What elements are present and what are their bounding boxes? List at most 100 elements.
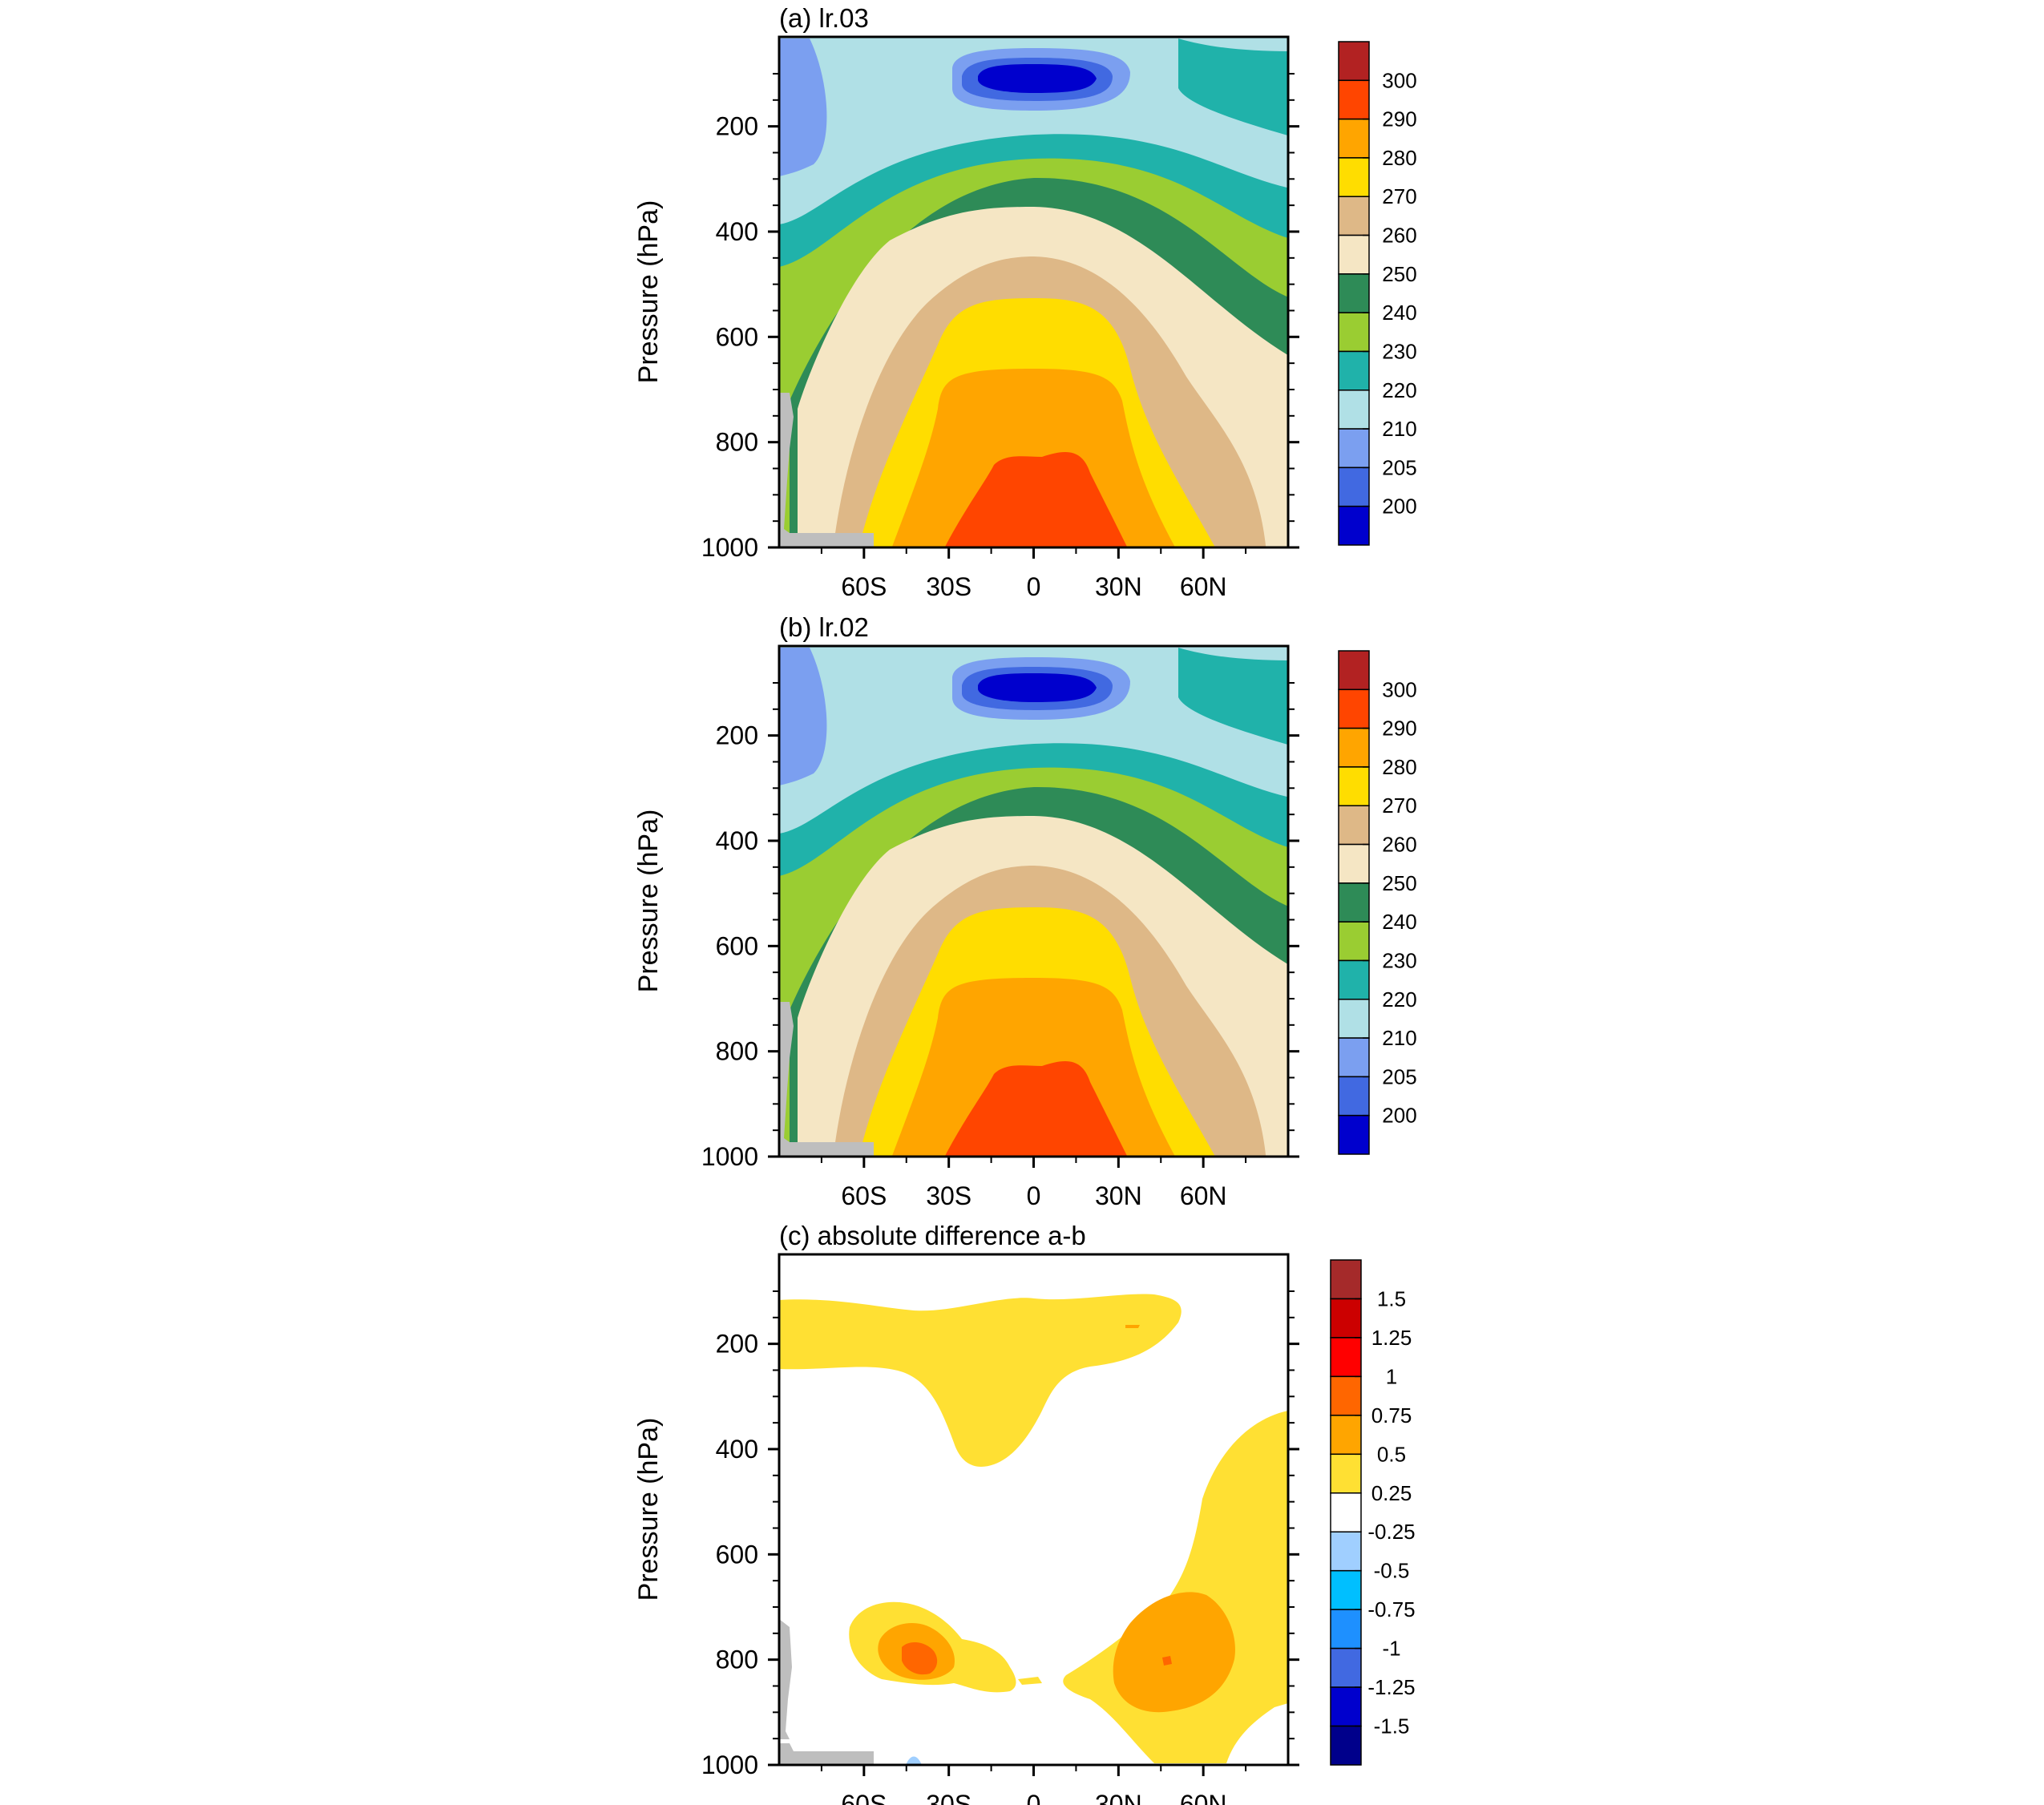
colorbar-a-label: 210 <box>1382 417 1416 441</box>
panel-a: (a) lr.03 Pressure (hPa) <box>633 3 1290 549</box>
y-tick-label: 1000 <box>701 1750 758 1779</box>
y-tick-label: 1000 <box>701 1142 758 1171</box>
colorbar-c-label: -0.75 <box>1367 1597 1415 1621</box>
colorbar-b-label: 290 <box>1382 717 1416 741</box>
colorbar-b-swatch <box>1338 727 1370 768</box>
colorbar-c-swatch <box>1330 1725 1362 1766</box>
y-tick-label: 200 <box>716 1330 758 1359</box>
colorbar-a-label: 250 <box>1382 262 1416 286</box>
diff-upper-band <box>779 1294 1182 1467</box>
x-tick-label: 60S <box>841 1181 887 1210</box>
colorbar-b-label: 200 <box>1382 1104 1416 1128</box>
colorbar-b-swatch <box>1338 921 1370 962</box>
panel-c-ylabel: Pressure (hPa) <box>633 1418 664 1601</box>
y-tick-label: 400 <box>716 217 758 246</box>
panel-a-ylabel: Pressure (hPa) <box>633 200 664 384</box>
colorbar-a-label: 240 <box>1382 301 1416 325</box>
colorbar-a-swatch <box>1338 118 1370 159</box>
colorbar-c-swatch <box>1330 1492 1362 1532</box>
colorbar-a-label: 280 <box>1382 146 1416 170</box>
colorbar-b-swatch <box>1338 1076 1370 1117</box>
colorbar-a-swatch <box>1338 234 1370 275</box>
colorbar-a-swatch <box>1338 390 1370 430</box>
colorbar-a-label: 290 <box>1382 107 1416 131</box>
colorbar-c-swatch <box>1330 1569 1362 1610</box>
y-tick-label: 600 <box>716 322 758 351</box>
colorbar-c-swatch <box>1330 1531 1362 1572</box>
x-tick-label: 30S <box>926 572 972 601</box>
colorbar-c-label: -0.25 <box>1367 1520 1415 1544</box>
colorbar-a-swatch <box>1338 312 1370 353</box>
y-tick-label: 1000 <box>701 533 758 562</box>
y-tick-label: 200 <box>716 721 758 750</box>
colorbar-b-label: 270 <box>1382 793 1416 818</box>
colorbar-a-swatch <box>1338 196 1370 236</box>
x-tick-label: 0 <box>1027 1181 1041 1210</box>
panel-c: (c) absolute difference a-b Pressure (hP… <box>633 1221 1290 1767</box>
colorbar-a-label: 220 <box>1382 378 1416 402</box>
x-tick-label: 30S <box>926 1790 972 1805</box>
colorbar-a-label: 205 <box>1382 455 1416 479</box>
colorbar-a-label: 200 <box>1382 495 1416 519</box>
panel-a-title: (a) lr.03 <box>779 3 869 33</box>
colorbar-c-label: 0.75 <box>1371 1403 1412 1427</box>
colorbar-a-swatch <box>1338 273 1370 313</box>
colorbar-c-label: -0.5 <box>1374 1559 1410 1583</box>
colorbar-b-swatch <box>1338 805 1370 846</box>
colorbar-b-label: 230 <box>1382 948 1416 972</box>
colorbar-c-label: -1.5 <box>1374 1714 1410 1738</box>
panel-b-field <box>779 646 1288 1157</box>
colorbar-c-swatch <box>1330 1298 1362 1339</box>
y-tick-label: 400 <box>716 826 758 855</box>
colorbar-a-swatch <box>1338 505 1370 546</box>
colorbar-b-swatch <box>1338 1114 1370 1155</box>
colorbar-c-swatch <box>1330 1453 1362 1494</box>
colorbar-a-swatch <box>1338 41 1370 82</box>
colorbar-a-label: 230 <box>1382 339 1416 363</box>
colorbar-a-swatch <box>1338 79 1370 120</box>
colorbar-b-label: 250 <box>1382 871 1416 895</box>
colorbar-c-label: -1 <box>1382 1637 1400 1661</box>
colorbar-c-label: -1.25 <box>1367 1675 1415 1699</box>
y-tick-label: 600 <box>716 1540 758 1569</box>
axis-ticks: 200 400 600 800 1000 60S 30S 0 30N 60N 200 400 600 80… <box>701 72 1299 1805</box>
panel-b-title: (b) lr.02 <box>779 612 869 642</box>
x-tick-label: 30S <box>926 1181 972 1210</box>
colorbar-b-swatch <box>1338 688 1370 729</box>
x-tick-label: 60N <box>1180 1790 1227 1805</box>
colorbar-c-label: 0.5 <box>1377 1442 1406 1466</box>
panel-c-contours <box>779 1254 1288 1765</box>
y-tick-label: 400 <box>716 1435 758 1464</box>
colorbar-b-label: 260 <box>1382 833 1416 857</box>
colorbar-c-label: 1.25 <box>1371 1326 1412 1350</box>
colorbar-c-swatch <box>1330 1647 1362 1688</box>
y-tick-label: 800 <box>716 428 758 457</box>
colorbar-a-label: 270 <box>1382 184 1416 208</box>
panel-b-contours <box>779 646 1288 1157</box>
x-tick-label: 0 <box>1027 572 1041 601</box>
colorbar-b-label: 280 <box>1382 755 1416 779</box>
colorbar-b-label: 205 <box>1382 1064 1416 1088</box>
panel-c-title: (c) absolute difference a-b <box>779 1221 1086 1250</box>
y-tick-label: 800 <box>716 1037 758 1066</box>
x-tick-label: 30N <box>1095 1181 1142 1210</box>
colorbar-c-swatch <box>1330 1686 1362 1727</box>
y-tick-label: 600 <box>716 931 758 960</box>
panel-a-contours <box>779 37 1288 547</box>
colorbar-b-swatch <box>1338 882 1370 923</box>
x-tick-label: 30N <box>1095 1790 1142 1805</box>
colorbar-b-swatch <box>1338 1037 1370 1078</box>
colorbar-a-label: 260 <box>1382 224 1416 248</box>
colorbar-b-swatch <box>1338 999 1370 1039</box>
colorbar-a-swatch <box>1338 350 1370 391</box>
y-tick-label: 800 <box>716 1645 758 1674</box>
x-tick-label: 30N <box>1095 572 1142 601</box>
panel-a-field <box>779 37 1288 547</box>
panel-b: (b) lr.02 Pressure (hPa) <box>633 612 1290 1158</box>
colorbar-a-swatch <box>1338 157 1370 197</box>
colorbar-c-label: 1.5 <box>1377 1286 1406 1310</box>
colorbar-c-swatch <box>1330 1259 1362 1300</box>
colorbar-b-swatch <box>1338 843 1370 884</box>
colorbar-c-label: 0.25 <box>1371 1481 1412 1505</box>
